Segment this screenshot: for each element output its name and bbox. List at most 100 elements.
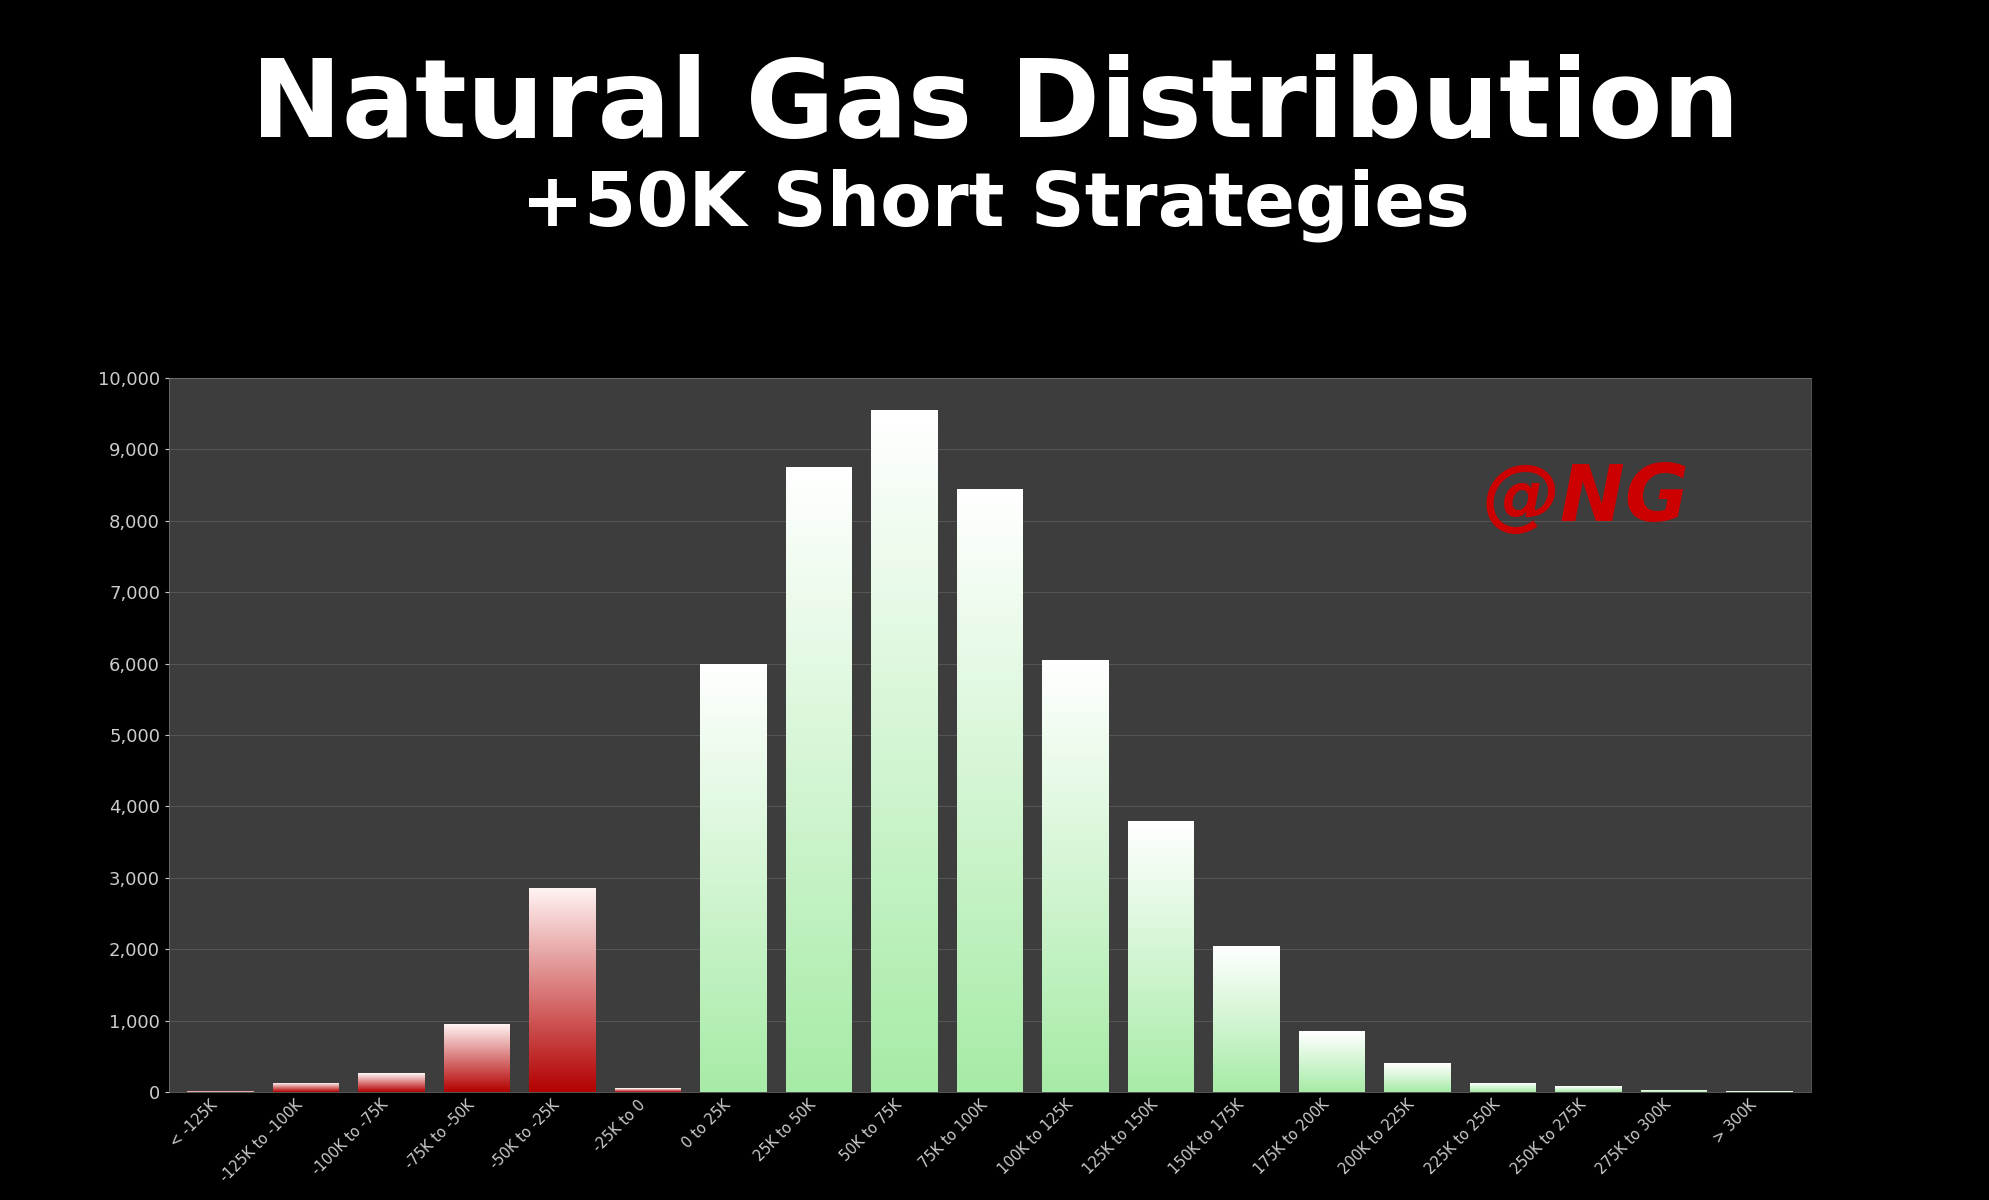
Bar xyxy=(786,580,851,582)
Bar xyxy=(786,636,851,638)
Bar xyxy=(957,922,1022,923)
Bar xyxy=(786,709,851,710)
Bar xyxy=(700,1062,766,1063)
Bar xyxy=(957,794,1022,797)
Bar xyxy=(871,517,937,520)
Bar xyxy=(1042,713,1108,715)
Bar xyxy=(1042,703,1108,704)
Bar xyxy=(700,1032,766,1033)
Bar xyxy=(957,824,1022,827)
Bar xyxy=(957,630,1022,631)
Bar xyxy=(786,738,851,740)
Bar xyxy=(1042,1056,1108,1057)
Bar xyxy=(700,1030,766,1031)
Bar xyxy=(786,551,851,553)
Bar xyxy=(786,965,851,967)
Bar xyxy=(786,832,851,834)
Bar xyxy=(1042,935,1108,936)
Bar xyxy=(786,946,851,948)
Bar xyxy=(1042,696,1108,697)
Bar xyxy=(786,944,851,947)
Bar xyxy=(786,690,851,692)
Bar xyxy=(871,1054,937,1056)
Bar xyxy=(786,568,851,569)
Bar xyxy=(786,863,851,865)
Bar xyxy=(1042,852,1108,853)
Bar xyxy=(1042,900,1108,902)
Bar xyxy=(957,500,1022,503)
Bar xyxy=(957,1027,1022,1030)
Bar xyxy=(957,902,1022,905)
Bar xyxy=(871,421,937,424)
Bar xyxy=(786,886,851,888)
Bar xyxy=(700,781,766,782)
Bar xyxy=(700,752,766,754)
Bar xyxy=(1042,950,1108,953)
Bar xyxy=(1042,960,1108,961)
Bar xyxy=(786,592,851,594)
Bar xyxy=(700,996,766,997)
Bar xyxy=(1042,1028,1108,1030)
Bar xyxy=(871,604,937,606)
Bar xyxy=(1042,917,1108,918)
Bar xyxy=(700,1024,766,1025)
Bar xyxy=(786,679,851,682)
Bar xyxy=(700,1040,766,1042)
Bar xyxy=(700,719,766,721)
Bar xyxy=(1042,716,1108,718)
Bar xyxy=(1042,918,1108,919)
Bar xyxy=(786,778,851,780)
Bar xyxy=(1042,1085,1108,1086)
Bar xyxy=(700,762,766,763)
Bar xyxy=(957,523,1022,524)
Bar xyxy=(786,517,851,520)
Bar xyxy=(871,960,937,962)
Bar xyxy=(957,964,1022,965)
Bar xyxy=(786,622,851,624)
Bar xyxy=(871,556,937,558)
Bar xyxy=(957,965,1022,967)
Bar xyxy=(700,1039,766,1040)
Bar xyxy=(700,926,766,928)
Bar xyxy=(700,1018,766,1019)
Bar xyxy=(786,967,851,970)
Bar xyxy=(957,1045,1022,1048)
Bar xyxy=(957,881,1022,883)
Bar xyxy=(786,786,851,788)
Bar xyxy=(957,854,1022,857)
Bar xyxy=(871,542,937,545)
Bar xyxy=(957,1042,1022,1044)
Bar xyxy=(957,877,1022,878)
Bar xyxy=(871,1058,937,1060)
Bar xyxy=(1042,773,1108,774)
Bar xyxy=(786,655,851,656)
Bar xyxy=(871,592,937,594)
Bar xyxy=(871,817,937,820)
Bar xyxy=(957,563,1022,565)
Bar xyxy=(786,688,851,690)
Bar xyxy=(786,744,851,746)
Bar xyxy=(700,778,766,779)
Bar xyxy=(871,1046,937,1049)
Bar xyxy=(700,805,766,806)
Bar xyxy=(871,715,937,716)
Bar xyxy=(871,803,937,805)
Bar xyxy=(871,551,937,553)
Bar xyxy=(871,476,937,479)
Bar xyxy=(700,1000,766,1001)
Bar xyxy=(700,847,766,850)
Bar xyxy=(957,776,1022,779)
Bar xyxy=(957,518,1022,521)
Bar xyxy=(1042,769,1108,770)
Bar xyxy=(700,884,766,887)
Bar xyxy=(871,560,937,563)
Bar xyxy=(1042,1012,1108,1013)
Bar xyxy=(786,869,851,871)
Bar xyxy=(957,890,1022,893)
Bar xyxy=(786,913,851,914)
Bar xyxy=(1042,682,1108,683)
Bar xyxy=(700,866,766,868)
Bar xyxy=(786,596,851,599)
Bar xyxy=(786,701,851,702)
Bar xyxy=(700,912,766,913)
